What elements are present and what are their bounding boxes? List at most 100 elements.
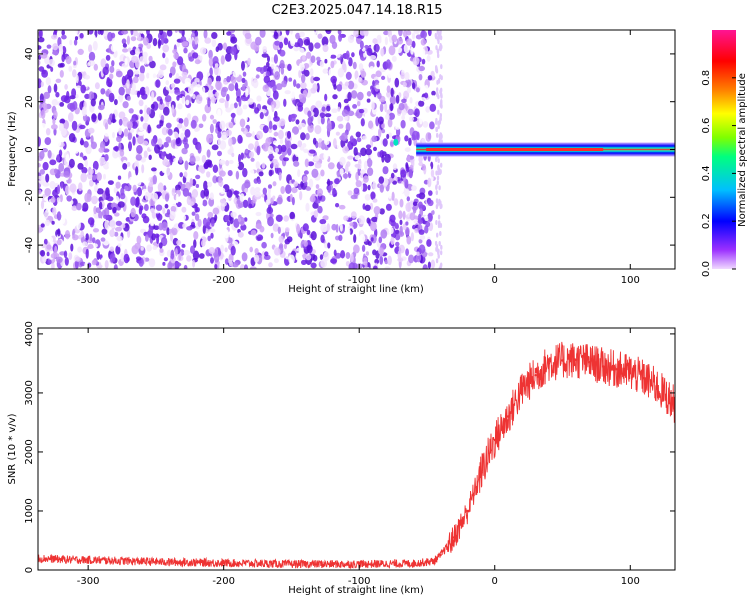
noise-cell	[428, 190, 433, 196]
noise-cell	[307, 110, 312, 118]
noise-cell	[332, 94, 338, 100]
noise-cell	[323, 251, 330, 261]
noise-cell	[225, 160, 230, 167]
noise-cell	[137, 131, 145, 136]
noise-cell	[51, 34, 58, 40]
snr-point	[432, 559, 435, 563]
noise-cell	[123, 253, 130, 264]
noise-cell	[308, 42, 314, 52]
noise-cell	[370, 221, 377, 232]
noise-cell	[92, 40, 98, 51]
noise-cell	[114, 212, 120, 217]
noise-cell	[278, 172, 282, 181]
noise-cell	[334, 178, 340, 185]
noise-cell	[393, 198, 399, 206]
noise-cell	[89, 233, 93, 242]
noise-cell	[276, 122, 280, 127]
noise-cell	[111, 137, 115, 142]
noise-cell	[382, 138, 388, 147]
noise-cell	[89, 179, 94, 187]
noise-cell	[262, 84, 269, 92]
noise-cell	[138, 99, 144, 107]
noise-cell	[367, 184, 371, 191]
noise-cell	[86, 173, 94, 180]
noise-cell	[95, 207, 101, 214]
noise-cell	[270, 30, 275, 33]
noise-cell	[335, 131, 340, 136]
noise-cell	[157, 38, 161, 49]
noise-cell	[307, 161, 315, 167]
noise-cell	[100, 58, 107, 68]
noise-cell	[329, 34, 336, 45]
noise-cell	[293, 79, 297, 87]
noise-cell	[427, 177, 432, 188]
noise-cell	[77, 234, 82, 240]
noise-cell	[259, 67, 265, 74]
noise-cell	[226, 93, 230, 102]
noise-cell	[287, 147, 292, 156]
noise-cell	[114, 82, 119, 88]
noise-cell	[201, 239, 206, 247]
noise-cell	[121, 38, 127, 45]
noise-cell	[409, 116, 414, 122]
noise-cell	[255, 161, 260, 169]
noise-cell	[189, 155, 196, 165]
noise-cell	[333, 249, 337, 257]
noise-cell	[206, 149, 211, 158]
noise-cell	[293, 160, 300, 167]
noise-cell	[398, 30, 403, 37]
noise-cell	[137, 32, 142, 41]
noise-cell	[406, 154, 411, 162]
noise-cell	[258, 171, 264, 177]
noise-cell	[40, 109, 46, 119]
noise-cell	[262, 143, 267, 150]
noise-cell	[267, 81, 274, 87]
noise-cell	[248, 203, 253, 209]
noise-cell	[313, 210, 319, 218]
noise-cell	[337, 30, 342, 35]
noise-cell	[130, 30, 134, 36]
noise-cell	[69, 183, 77, 193]
noise-cell	[385, 113, 390, 120]
noise-cell	[93, 243, 98, 248]
noise-cell	[38, 175, 45, 180]
noise-cell	[321, 36, 329, 47]
noise-cell	[366, 91, 372, 97]
noise-cell	[347, 35, 355, 44]
noise-cell	[212, 56, 219, 66]
noise-cell	[403, 30, 408, 38]
noise-cell	[377, 92, 382, 100]
noise-cell	[68, 252, 73, 260]
noise-cell	[241, 252, 248, 262]
noise-cell	[402, 81, 407, 88]
noise-cell	[151, 192, 159, 202]
noise-cell	[230, 112, 236, 118]
noise-cell	[389, 95, 396, 105]
noise-cell	[300, 247, 305, 255]
noise-cell	[61, 30, 65, 36]
noise-cell	[384, 36, 388, 46]
noise-cell	[272, 181, 277, 187]
noise-cell	[439, 263, 442, 269]
noise-cell	[142, 188, 148, 193]
noise-cell	[390, 172, 395, 179]
noise-cell	[121, 30, 129, 35]
noise-cell	[54, 245, 58, 256]
noise-cell	[148, 154, 152, 160]
noise-cell	[75, 256, 81, 262]
noise-cell	[45, 173, 50, 183]
noise-cell	[110, 44, 118, 53]
snr-point	[412, 562, 415, 565]
noise-cell	[254, 107, 260, 114]
noise-cell	[292, 99, 296, 105]
noise-cell	[134, 160, 140, 170]
noise-cell	[51, 220, 55, 225]
noise-cell	[352, 61, 357, 70]
noise-cell	[425, 106, 431, 113]
noise-cell	[386, 133, 390, 140]
snr-point	[588, 361, 591, 364]
noise-cell	[240, 152, 244, 160]
noise-cell	[159, 120, 164, 127]
noise-cell	[71, 205, 78, 211]
noise-cell	[85, 248, 89, 259]
